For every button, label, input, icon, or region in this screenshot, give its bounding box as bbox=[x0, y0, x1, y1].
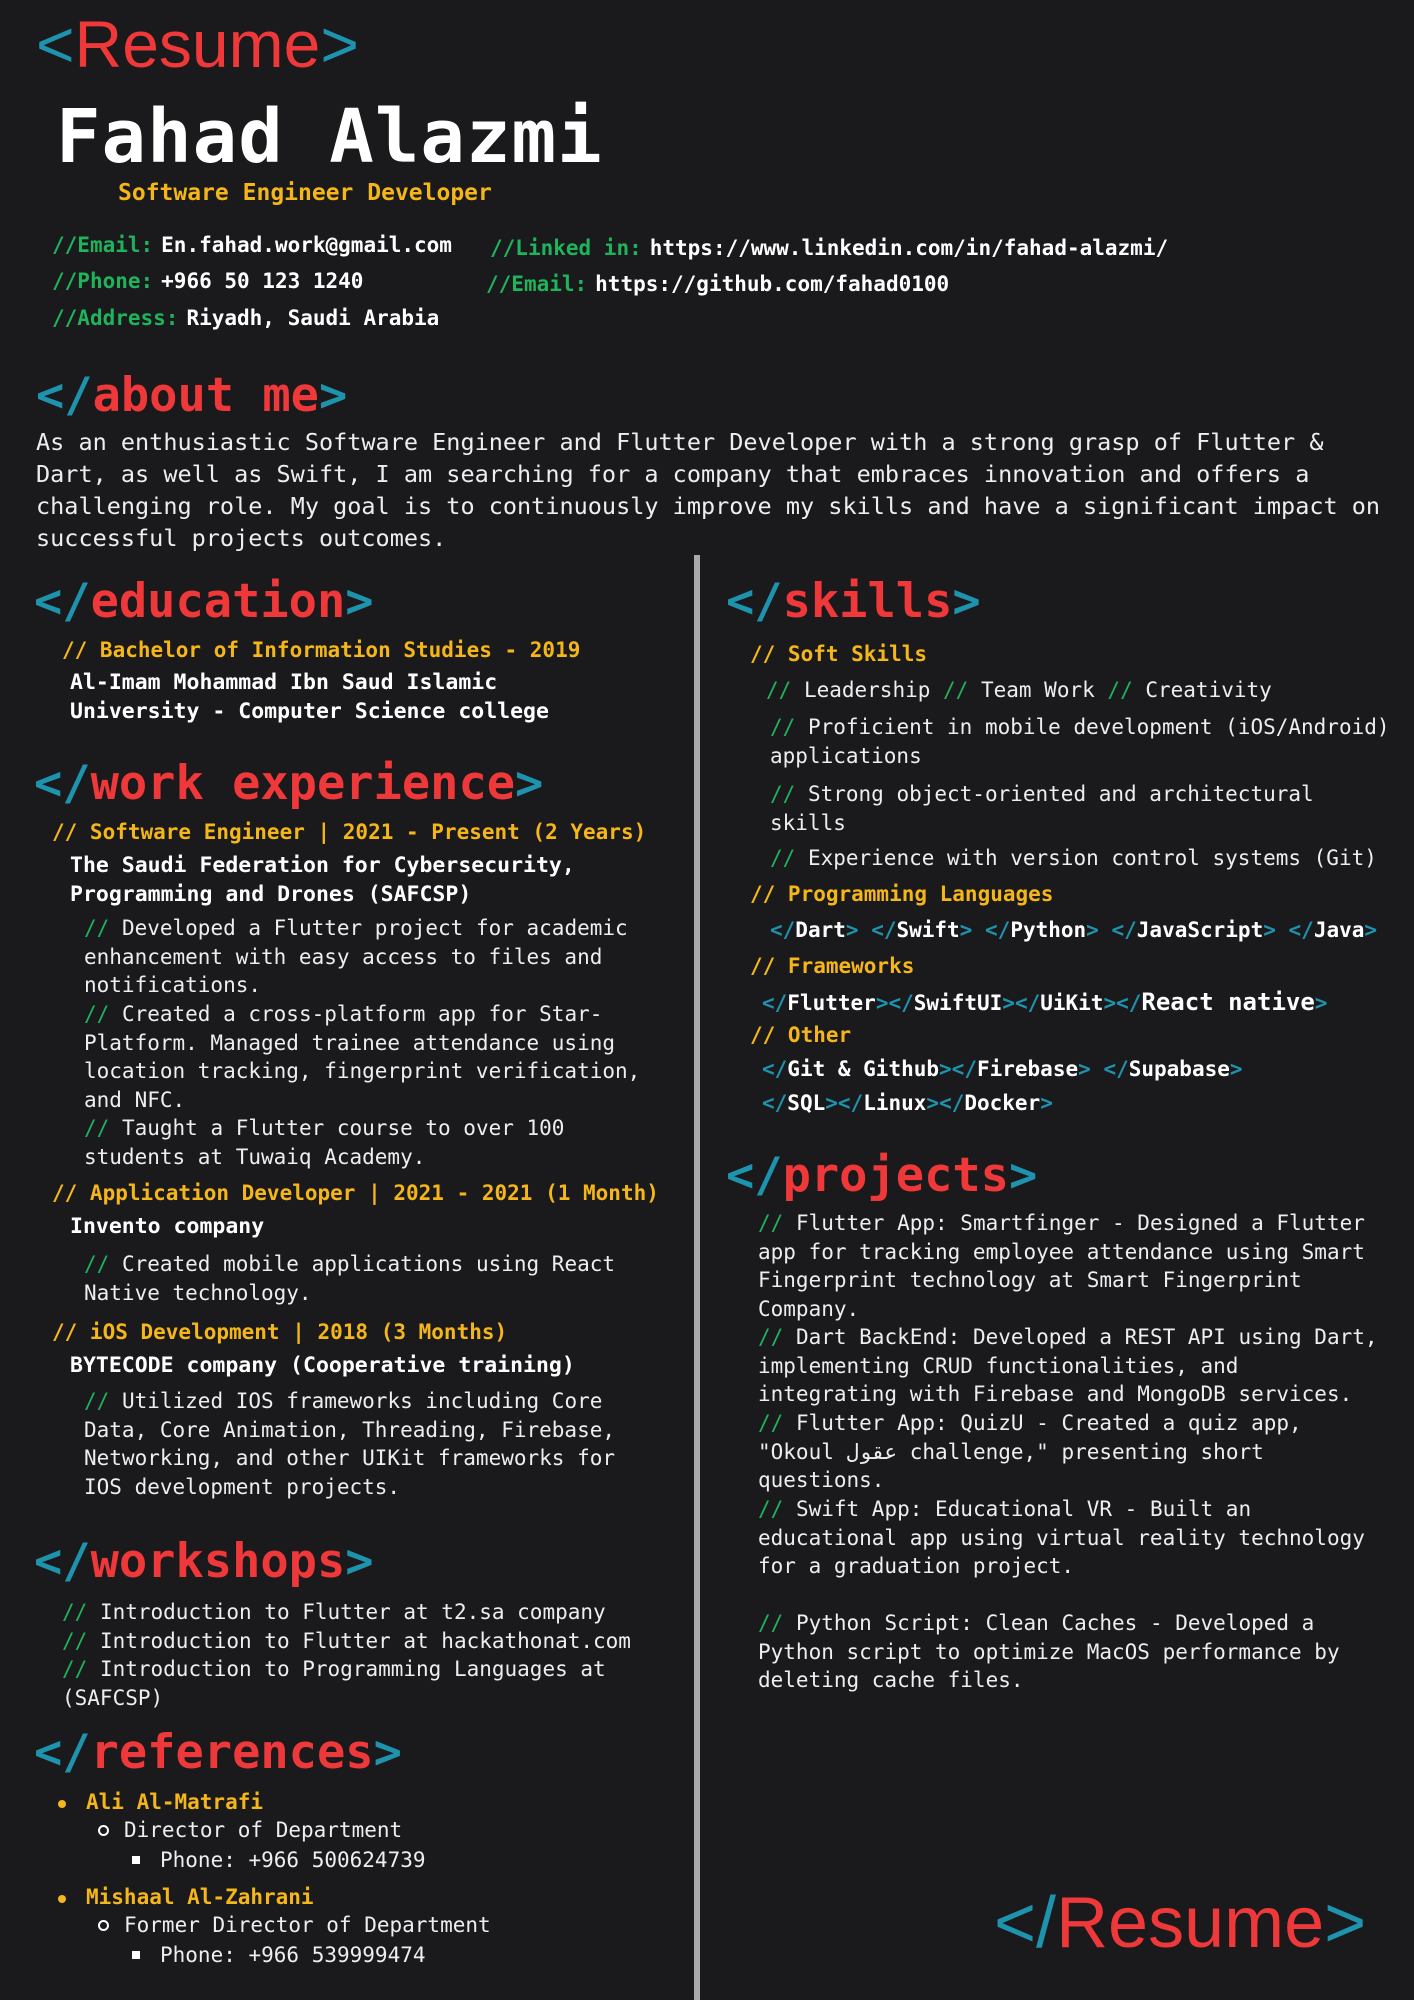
workshop-item: // Introduction to Programming Languages… bbox=[62, 1657, 606, 1710]
section-title-education: </education> bbox=[34, 574, 374, 629]
project-item: // Flutter App: Smartfinger - Designed a… bbox=[758, 1211, 1365, 1321]
framework-tags: </Flutter></SwiftUI></UiKit></React nati… bbox=[762, 988, 1328, 1016]
reference-phone: Phone: +966 500624739 bbox=[160, 1847, 426, 1872]
contact-label: Phone: bbox=[77, 269, 154, 293]
education-degree: // Bachelor of Information Studies - 201… bbox=[62, 638, 581, 662]
contact-label: Address: bbox=[77, 306, 179, 330]
section-title-about: </about me> bbox=[36, 368, 348, 423]
language-tags: </Dart> </Swift> </Python> </JavaScript>… bbox=[770, 918, 1378, 942]
job-company: The Saudi Federation for Cybersecurity, … bbox=[70, 853, 575, 907]
job-title: // Software Engineer | 2021 - Present (2… bbox=[52, 820, 647, 844]
contact-address: //Address: Riyadh, Saudi Arabia bbox=[52, 306, 440, 330]
job-point: // Developed a Flutter project for acade… bbox=[84, 916, 628, 997]
project-item: // Swift App: Educational VR - Built an … bbox=[758, 1497, 1365, 1578]
section-title-references: </references> bbox=[34, 1725, 402, 1780]
candidate-name: Fahad Alazmi bbox=[56, 94, 603, 180]
reference-phone: Phone: +966 539999474 bbox=[160, 1942, 426, 1967]
contact-email[interactable]: //Email: En.fahad.work@gmail.com bbox=[52, 233, 452, 257]
project-item: // Dart BackEnd: Developed a REST API us… bbox=[758, 1325, 1378, 1406]
other-tags-row1: </Git & Github></Firebase> </Supabase> bbox=[762, 1057, 1243, 1081]
job-company: Invento company bbox=[70, 1214, 265, 1239]
job-title: // Application Developer | 2021 - 2021 (… bbox=[52, 1181, 659, 1205]
contact-label: Linked in: bbox=[515, 236, 642, 260]
other-tag: Supabase bbox=[1128, 1057, 1230, 1081]
contact-github[interactable]: //Email: https://github.com/fahad0100 bbox=[486, 272, 950, 296]
logo-open-bracket: < bbox=[36, 7, 75, 81]
contact-value: +966 50 123 1240 bbox=[161, 269, 364, 293]
other-tags-row2: </SQL></Linux></Docker> bbox=[762, 1091, 1053, 1115]
project-item: // Python Script: Clean Caches - Develop… bbox=[758, 1611, 1340, 1692]
section-title-skills: </skills> bbox=[726, 574, 981, 629]
other-tag: SQL bbox=[787, 1091, 826, 1115]
workshop-item: // Introduction to Flutter at hackathona… bbox=[62, 1629, 631, 1653]
framework-tag: Flutter bbox=[787, 991, 876, 1015]
language-tag: JavaScript bbox=[1136, 918, 1264, 942]
framework-tag: UiKit bbox=[1040, 991, 1104, 1015]
section-title-work: </work experience> bbox=[34, 756, 544, 811]
soft-skill-line: // Proficient in mobile development (iOS… bbox=[770, 715, 1390, 768]
reference-role: Former Director of Department bbox=[124, 1913, 491, 1937]
workshop-item: // Introduction to Flutter at t2.sa comp… bbox=[62, 1600, 606, 1624]
reference-role: Director of Department bbox=[124, 1818, 403, 1842]
skills-frameworks-title: // Frameworks bbox=[750, 954, 915, 978]
job-company: BYTECODE company (Cooperative training) bbox=[70, 1353, 575, 1378]
contact-phone[interactable]: //Phone: +966 50 123 1240 bbox=[52, 269, 364, 293]
framework-tag: React native bbox=[1141, 988, 1315, 1016]
logo-close-bracket: > bbox=[320, 7, 359, 81]
job-point: // Created a cross-platform app for Star… bbox=[84, 1002, 641, 1112]
column-divider bbox=[694, 555, 700, 2000]
framework-tag: SwiftUI bbox=[913, 991, 1003, 1015]
candidate-role: Software Engineer Developer bbox=[118, 180, 492, 206]
skills-languages-title: // Programming Languages bbox=[750, 882, 1054, 906]
language-tag: Java bbox=[1313, 918, 1365, 942]
soft-skill-line: // Experience with version control syste… bbox=[770, 846, 1377, 870]
other-tag: Linux bbox=[863, 1091, 927, 1115]
logo-word: Resume bbox=[74, 7, 321, 81]
resume-logo-top: <Resume> bbox=[36, 4, 359, 84]
reference-entry: Mishaal Al-Zahrani Former Director of De… bbox=[58, 1885, 491, 1969]
contact-linkedin[interactable]: //Linked in: https://www.linkedin.com/in/… bbox=[490, 236, 1169, 260]
job-title: // iOS Development | 2018 (3 Months) bbox=[52, 1320, 508, 1344]
resume-logo-bottom: </Resume> bbox=[994, 1883, 1367, 1963]
other-tag: Git & Github bbox=[787, 1057, 940, 1081]
other-tag: Docker bbox=[964, 1091, 1041, 1115]
contact-value: https://www.linkedin.com/in/fahad-alazmi… bbox=[649, 236, 1169, 260]
other-tag: Firebase bbox=[976, 1057, 1079, 1081]
contact-value: https://github.com/fahad0100 bbox=[595, 272, 950, 296]
contact-label: Email: bbox=[77, 233, 154, 257]
job-point: // Created mobile applications using Rea… bbox=[84, 1252, 616, 1305]
language-tag: Swift bbox=[896, 918, 960, 942]
language-tag: Python bbox=[1010, 918, 1087, 942]
skills-other-title: // Other bbox=[750, 1023, 852, 1047]
project-item: // Flutter App: QuizU - Created a quiz a… bbox=[758, 1411, 1302, 1492]
contact-label: Email: bbox=[511, 272, 588, 296]
education-school: Al-Imam Mohammad Ibn Saud Islamic Univer… bbox=[70, 670, 549, 724]
section-title-workshops: </workshops> bbox=[34, 1534, 374, 1589]
contact-value: Riyadh, Saudi Arabia bbox=[186, 306, 440, 330]
reference-name: Mishaal Al-Zahrani bbox=[86, 1885, 314, 1909]
soft-skills-inline: // Leadership // Team Work // Creativity bbox=[766, 678, 1272, 702]
language-tag: Dart bbox=[795, 918, 846, 942]
contact-value: En.fahad.work@gmail.com bbox=[161, 233, 452, 257]
about-text: As an enthusiastic Software Engineer and… bbox=[36, 428, 1381, 552]
reference-name: Ali Al-Matrafi bbox=[86, 1790, 264, 1814]
skills-soft-title: // Soft Skills bbox=[750, 642, 928, 666]
section-title-projects: </projects> bbox=[726, 1148, 1038, 1203]
soft-skill-line: // Strong object-oriented and architectu… bbox=[770, 782, 1314, 835]
job-point: // Utilized IOS frameworks including Cor… bbox=[84, 1389, 616, 1499]
reference-entry: Ali Al-Matrafi Director of Department Ph… bbox=[58, 1790, 426, 1874]
job-point: // Taught a Flutter course to over 100 s… bbox=[84, 1116, 565, 1169]
